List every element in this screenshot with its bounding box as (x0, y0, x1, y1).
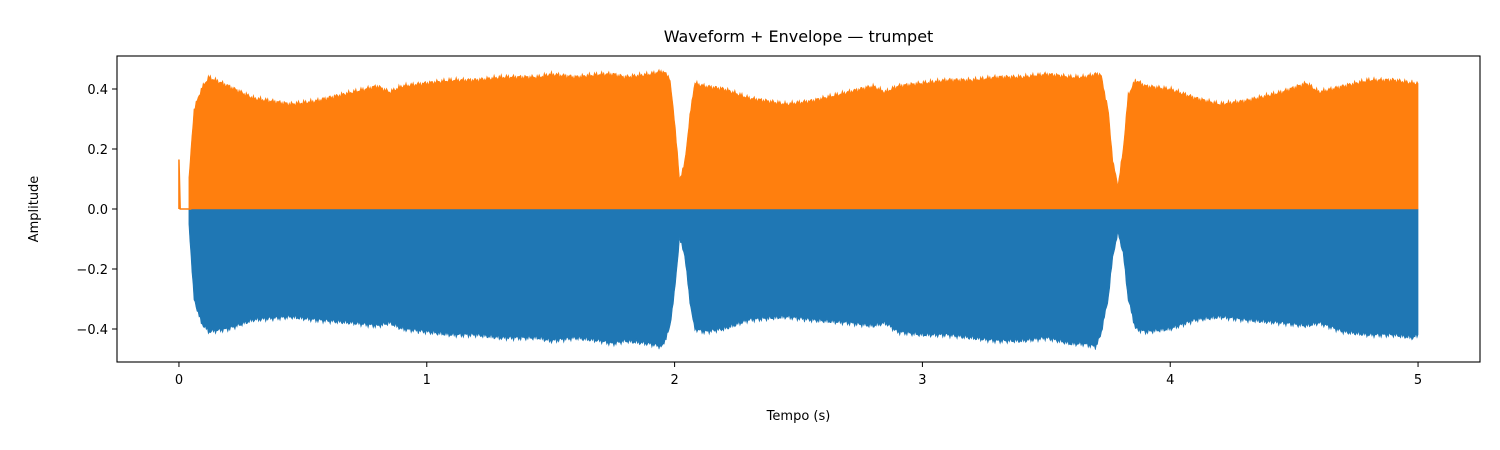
x-tick-label: 0 (175, 373, 183, 388)
y-tick-label: 0.2 (87, 143, 108, 158)
y-axis-label: Amplitude (27, 176, 42, 243)
x-axis-label: Tempo (s) (766, 409, 831, 424)
x-tick-label: 4 (1166, 373, 1174, 388)
y-tick-label: 0.4 (87, 83, 108, 98)
envelope-series (188, 68, 1419, 210)
y-ticks: −0.4 −0.2 0.0 0.2 0.4 (76, 83, 117, 338)
y-tick-label: −0.4 (76, 323, 108, 338)
chart-title: Waveform + Envelope — trumpet (664, 27, 934, 46)
envelope-onset-line (178, 159, 192, 210)
plot-series (178, 68, 1419, 350)
x-tick-label: 5 (1414, 373, 1422, 388)
plot-frame (116, 55, 1481, 363)
x-tick-label: 1 (423, 373, 431, 388)
y-tick-label: 0.0 (87, 203, 108, 218)
x-ticks: 0 1 2 3 4 5 (175, 362, 1422, 388)
x-tick-label: 2 (670, 373, 678, 388)
y-tick-label: −0.2 (76, 263, 108, 278)
x-tick-label: 3 (918, 373, 926, 388)
